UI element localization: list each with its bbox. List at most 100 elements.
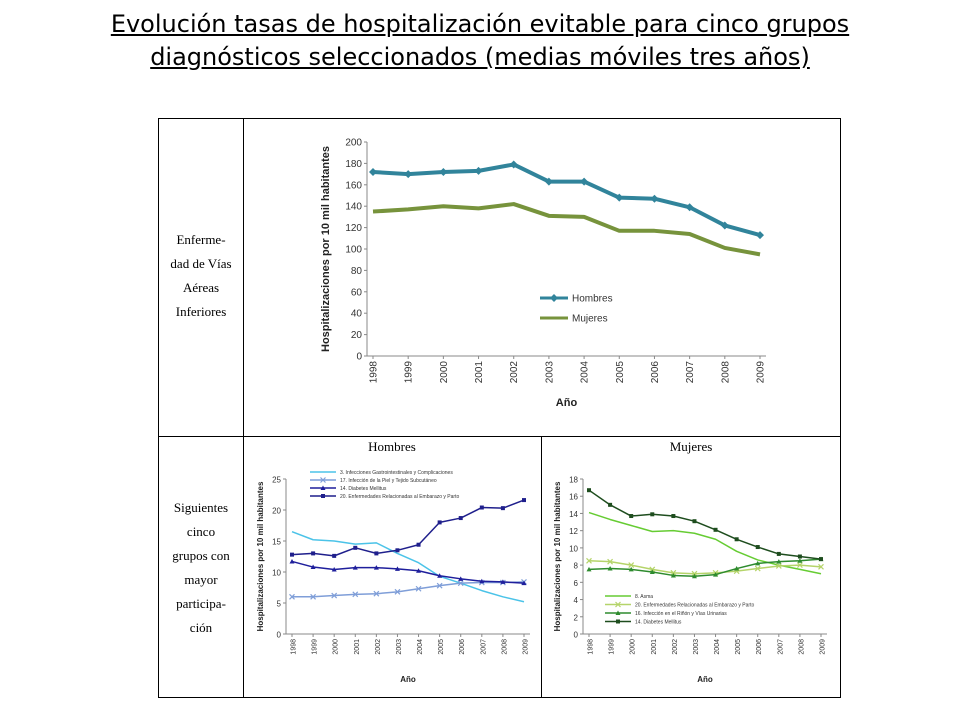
data-point <box>373 590 380 597</box>
x-tick-label: 2008 <box>501 639 508 655</box>
y-tick-label: 160 <box>345 180 362 191</box>
y-tick-label: 8 <box>574 562 579 571</box>
x-tick-label: 2007 <box>480 639 487 655</box>
x-tick-label: 2004 <box>580 361 591 384</box>
title-line-1: Evolución tasas de hospitalización evita… <box>110 10 850 38</box>
data-point <box>692 519 697 524</box>
y-tick-label: 4 <box>574 596 579 605</box>
data-point <box>671 514 676 519</box>
x-tick-label: 2008 <box>720 361 731 384</box>
x-tick-label: 2004 <box>714 639 721 655</box>
x-tick-label: 2001 <box>474 361 485 384</box>
x-tick-label: 1998 <box>588 639 595 655</box>
row-label-line: cinco <box>186 524 216 539</box>
data-point <box>290 552 294 557</box>
y-tick-label: 20 <box>272 507 281 516</box>
y-tick-label: 18 <box>569 476 578 485</box>
legend-marker <box>320 485 326 490</box>
y-tick-label: 16 <box>569 493 578 502</box>
series-line <box>291 560 525 584</box>
x-tick-label: 2009 <box>820 639 827 655</box>
data-point <box>818 563 824 570</box>
y-tick-label: 0 <box>277 631 282 640</box>
y-tick-label: 0 <box>574 631 579 640</box>
x-tick-label: 1998 <box>369 361 380 384</box>
data-point <box>289 558 295 564</box>
legend-marker <box>616 619 620 624</box>
legend-marker <box>320 477 326 483</box>
y-tick-label: 80 <box>351 266 363 277</box>
data-point <box>395 548 400 553</box>
row-divider <box>158 436 841 437</box>
data-point <box>311 551 316 556</box>
x-tick-label: 2006 <box>459 639 466 655</box>
data-point <box>755 545 760 550</box>
data-point <box>415 585 422 592</box>
row-label-line: dad de Vías <box>170 256 232 271</box>
data-point <box>586 566 592 572</box>
data-point <box>522 498 526 503</box>
data-point <box>394 566 400 571</box>
legend-label: 3. Infecciones Gastrointestinales y Comp… <box>340 470 453 476</box>
x-tick-label: 2003 <box>693 639 700 655</box>
row-label-respiratory: Enferme- dad de Vías Aéreas Inferiores <box>160 228 242 324</box>
x-tick-label: 1999 <box>404 361 415 384</box>
data-point <box>797 554 802 559</box>
data-point <box>691 573 697 579</box>
table-frame <box>158 118 841 698</box>
legend-label: 8. Asma <box>635 594 653 600</box>
series-line <box>291 499 525 557</box>
row-label-line: mayor <box>184 572 218 587</box>
x-tick-label: 1999 <box>312 639 319 655</box>
data-point <box>586 557 592 564</box>
y-tick-label: 10 <box>569 544 578 553</box>
data-point <box>457 580 464 587</box>
data-point <box>521 580 527 586</box>
x-tick-label: 2009 <box>523 639 530 655</box>
y-tick-label: 10 <box>272 569 281 578</box>
y-tick-label: 180 <box>345 159 362 170</box>
data-point <box>580 177 589 186</box>
data-point <box>479 578 485 584</box>
data-point <box>331 567 337 572</box>
data-point <box>628 562 635 569</box>
data-point <box>713 527 718 532</box>
legend-marker <box>615 610 621 615</box>
legend-label: 20. Enfermedades Relacionadas al Embaraz… <box>635 602 754 608</box>
data-point <box>500 579 506 584</box>
data-point <box>796 562 803 569</box>
y-tick-label: 40 <box>351 309 363 320</box>
data-point <box>650 194 659 203</box>
y-tick-label: 100 <box>345 245 362 256</box>
x-tick-label: 2004 <box>417 639 424 655</box>
data-point <box>756 231 764 240</box>
data-point <box>755 560 761 566</box>
legend-label: 14. Diabetes Mellitus <box>340 486 387 492</box>
legend-marker <box>321 494 325 498</box>
data-point <box>416 542 421 547</box>
data-point <box>670 572 676 578</box>
y-tick-label: 20 <box>351 330 363 341</box>
y-tick-label: 60 <box>351 287 363 298</box>
x-tick-label: 2007 <box>685 361 696 384</box>
data-point <box>608 502 613 507</box>
row-label-line: ción <box>189 620 213 635</box>
x-tick-label: 2008 <box>798 639 805 655</box>
x-tick-label: 2006 <box>756 639 763 655</box>
y-tick-label: 2 <box>574 613 579 622</box>
x-tick-label: 2003 <box>396 639 403 655</box>
y-tick-label: 6 <box>574 579 579 588</box>
x-tick-label: 2009 <box>756 361 767 384</box>
data-point <box>754 565 761 572</box>
x-tick-label: 2000 <box>439 361 450 384</box>
data-point <box>374 551 379 556</box>
data-point <box>776 559 782 564</box>
x-tick-label: 2002 <box>509 361 520 384</box>
x-tick-label: 2000 <box>630 639 637 655</box>
legend-label: 17. Infección de la Piel y Tejido Subcut… <box>340 478 437 484</box>
data-point <box>500 506 505 511</box>
series-line <box>588 489 822 560</box>
row-label-line: Aéreas <box>182 280 220 295</box>
x-tick-label: 2006 <box>650 361 661 384</box>
